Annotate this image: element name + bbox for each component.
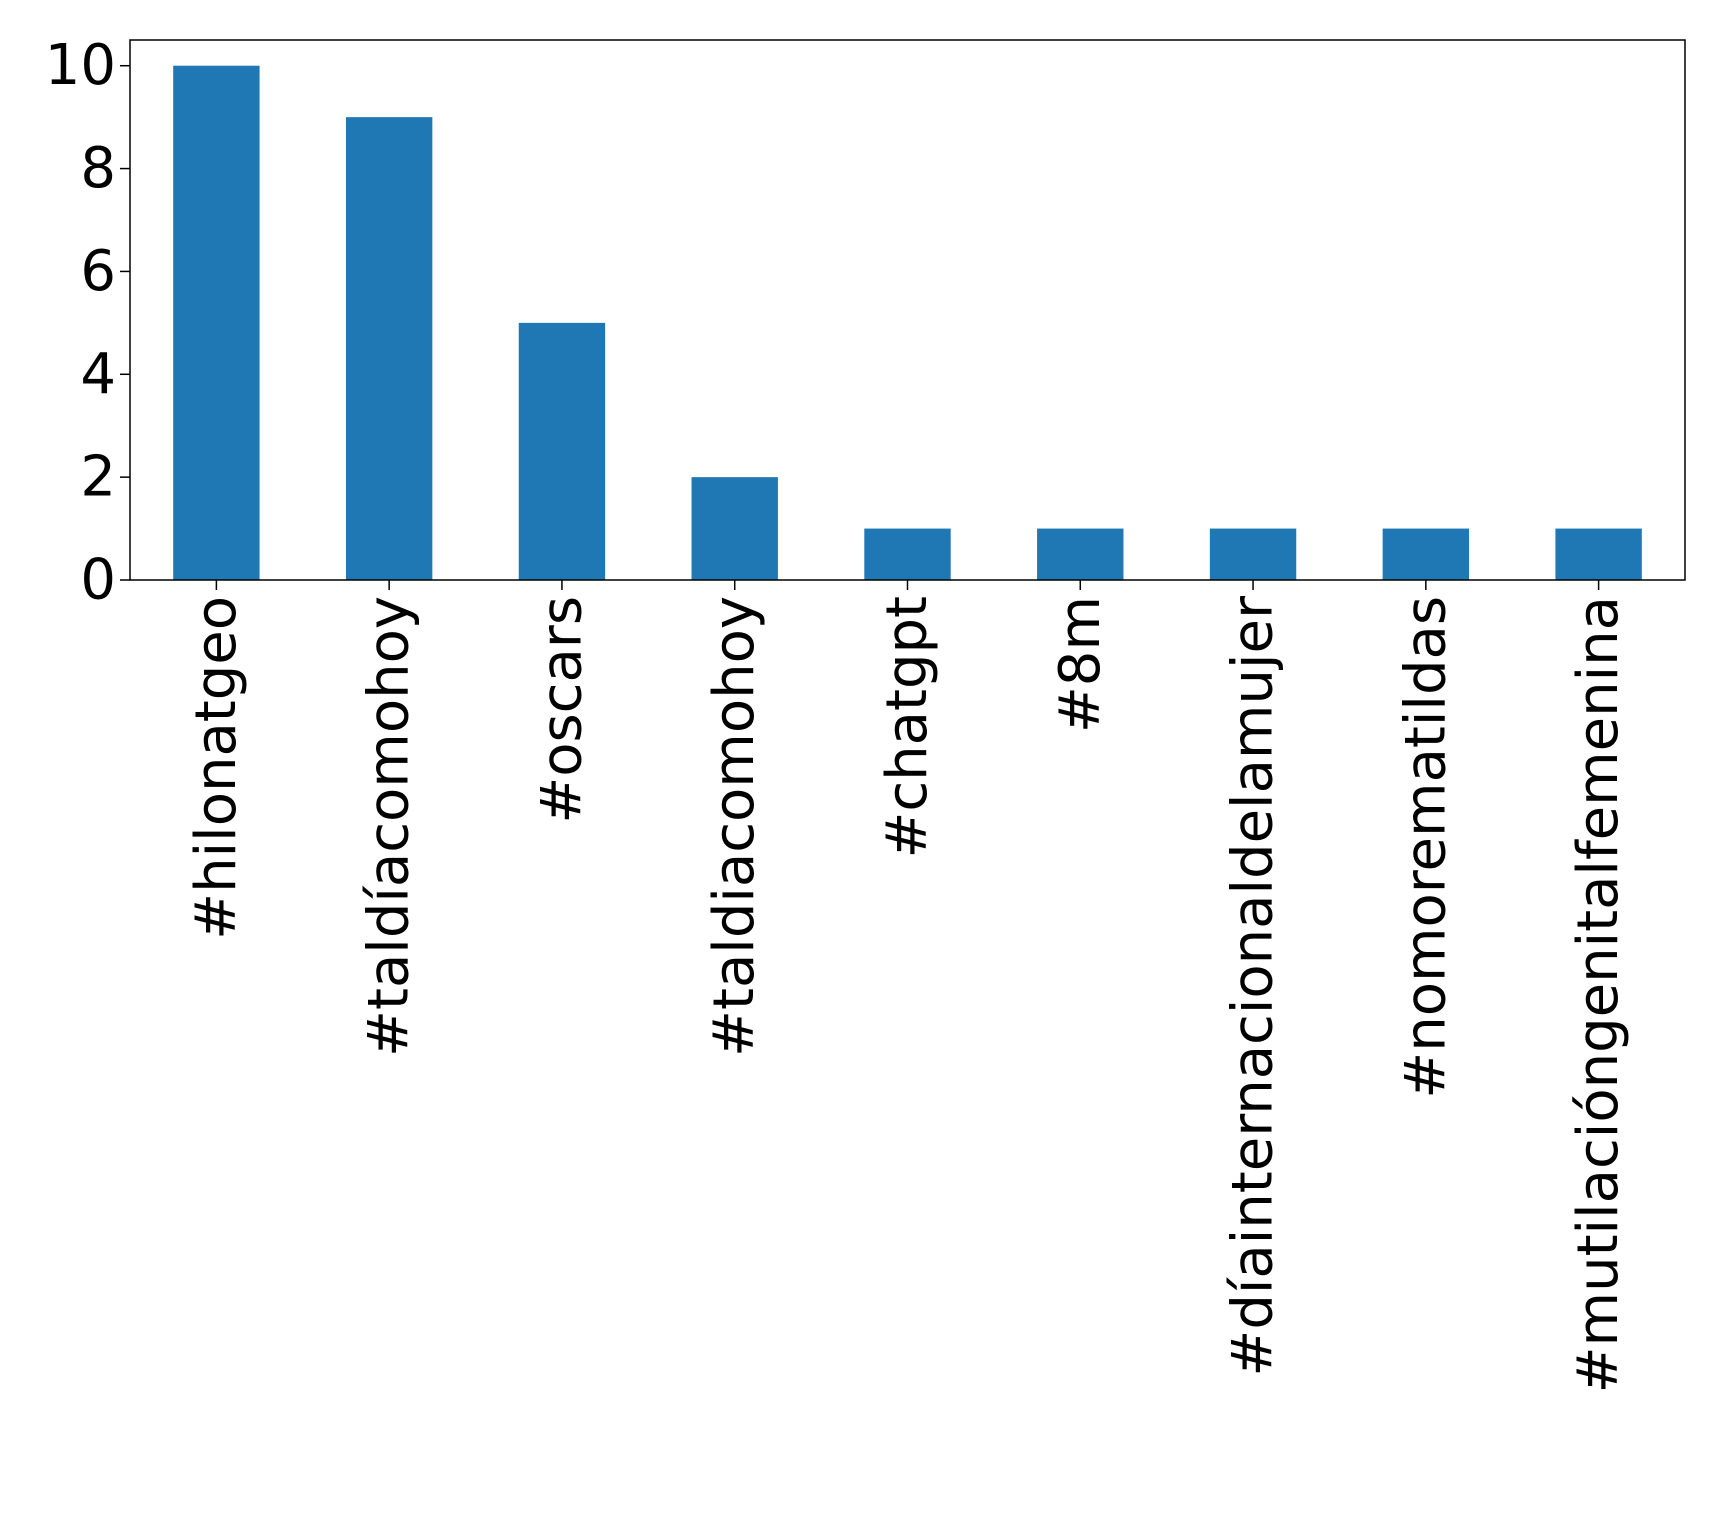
bar xyxy=(1382,528,1470,580)
y-tick-label: 6 xyxy=(80,239,116,304)
x-axis: #hilonatgeo #taldíacomohoy #oscars #taldiac… xyxy=(184,580,1631,1393)
x-tick-label: #hilonatgeo xyxy=(184,596,249,940)
x-tick-label: #oscars xyxy=(529,596,594,824)
bar xyxy=(173,65,260,580)
x-tick-label: #taldíacomohoy xyxy=(357,596,422,1057)
x-tick-label: #mutilacióngenitalfemenina xyxy=(1566,596,1631,1393)
y-axis: 0 2 4 6 8 10 xyxy=(45,33,130,613)
bar xyxy=(1555,528,1642,580)
plot-frame xyxy=(129,39,1686,581)
y-tick-label: 4 xyxy=(80,342,116,407)
x-tick-label: #nomorematildas xyxy=(1393,596,1458,1099)
bars-group xyxy=(173,65,1642,581)
bar xyxy=(518,322,606,580)
y-tick-label: 2 xyxy=(80,445,116,510)
x-tick-label: #8m xyxy=(1048,596,1113,733)
bar xyxy=(864,528,951,580)
bar xyxy=(345,117,433,581)
x-tick-label: #chatgpt xyxy=(875,596,940,859)
y-tick-label: 8 xyxy=(80,136,116,201)
x-tick-label: #taldiacomohoy xyxy=(702,596,767,1057)
bar xyxy=(1209,528,1297,580)
y-tick-label: 10 xyxy=(45,33,116,98)
bar xyxy=(691,477,778,580)
x-tick-label: #díainternacionaldelamujer xyxy=(1221,595,1286,1377)
bar xyxy=(1037,528,1124,580)
y-tick-label: 0 xyxy=(80,548,116,613)
